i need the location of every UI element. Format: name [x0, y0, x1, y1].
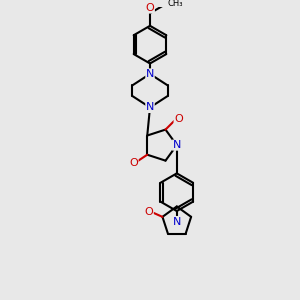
Text: O: O: [146, 3, 154, 13]
Text: N: N: [146, 69, 154, 79]
Text: N: N: [172, 140, 181, 150]
Text: O: O: [145, 207, 153, 217]
Text: O: O: [129, 158, 138, 168]
Text: N: N: [172, 217, 181, 226]
Text: O: O: [174, 114, 183, 124]
Text: CH₃: CH₃: [168, 0, 183, 8]
Text: N: N: [146, 102, 154, 112]
